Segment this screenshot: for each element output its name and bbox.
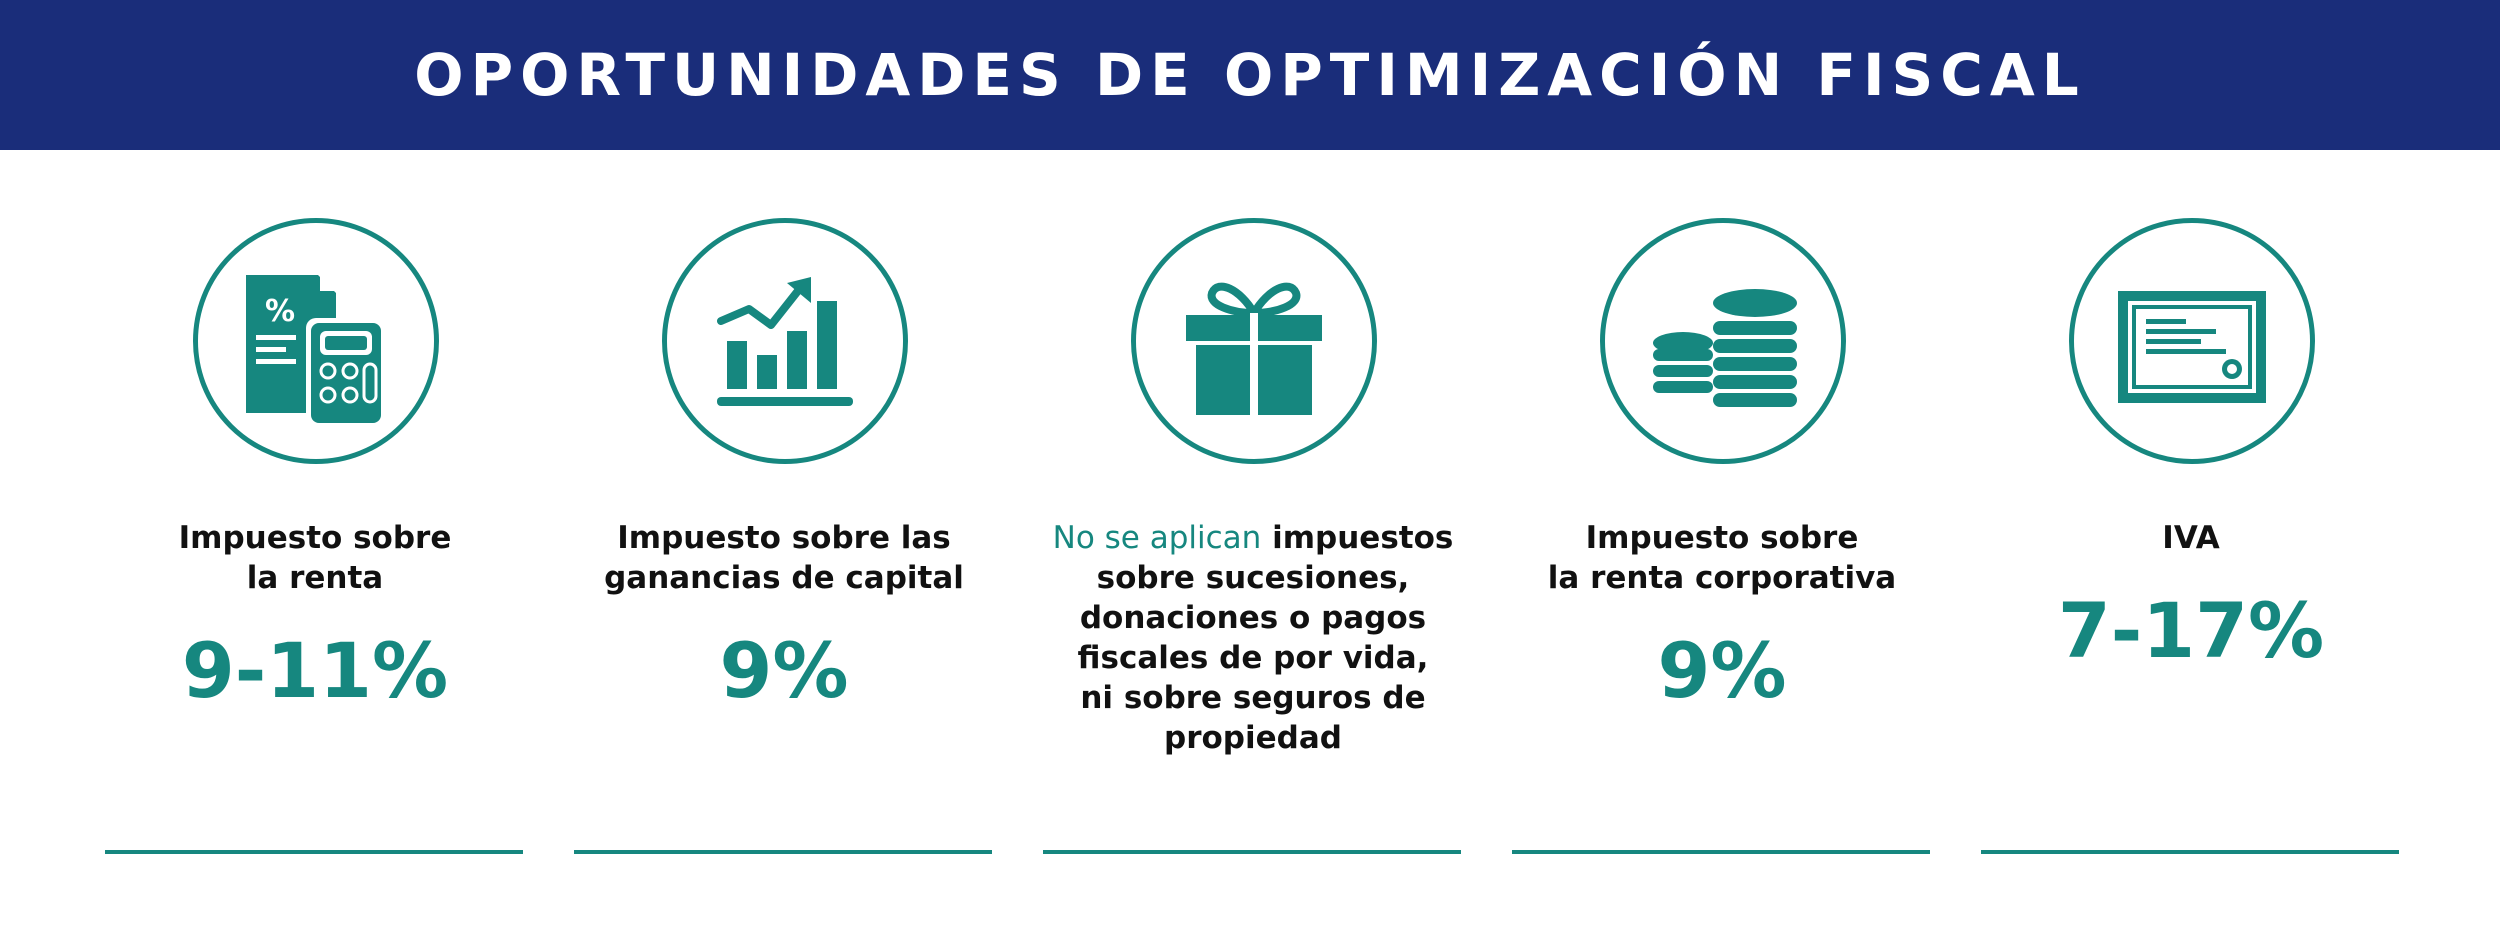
card-corporate-income-tax: Impuesto sobre la renta corporativa 9% [1512,0,1932,938]
card-vat: IVA 7-17% [1981,0,2401,938]
card-capital-gains-tax: Impuesto sobre las ganancias de capital … [574,0,994,938]
divider [105,850,523,854]
certificate-icon [2069,218,2315,464]
divider [1981,850,2399,854]
calculator-document-icon: % [193,218,439,464]
card-label: IVA [2162,520,2220,556]
tax-rate-value: 9% [1657,626,1787,715]
divider [1043,850,1461,854]
card-label: No se aplican impuestos sobre sucesiones… [1052,520,1454,756]
page-title: OPORTUNIDADES DE OPTIMIZACIÓN FISCAL [414,41,2086,109]
tax-rate-value: 7-17% [2057,586,2325,675]
divider [1512,850,1930,854]
coins-stack-icon [1600,218,1846,464]
card-label: Impuesto sobre la renta [178,520,452,596]
header-banner: OPORTUNIDADES DE OPTIMIZACIÓN FISCAL [0,0,2500,150]
tax-rate-value: 9% [719,626,849,715]
card-label: Impuesto sobre la renta corporativa [1547,520,1897,596]
card-no-inheritance-tax: No se aplican impuestos sobre sucesiones… [1043,0,1463,938]
card-label: Impuesto sobre las ganancias de capital [604,520,964,596]
gift-icon [1131,218,1377,464]
percent-glyph: % [265,294,295,329]
tax-rate-value: 9-11% [181,626,449,715]
card-income-tax: % Impuesto sobre la renta 9-11% [105,0,525,938]
divider [574,850,992,854]
growth-chart-icon [662,218,908,464]
highlight-text: No se aplican [1052,520,1262,556]
